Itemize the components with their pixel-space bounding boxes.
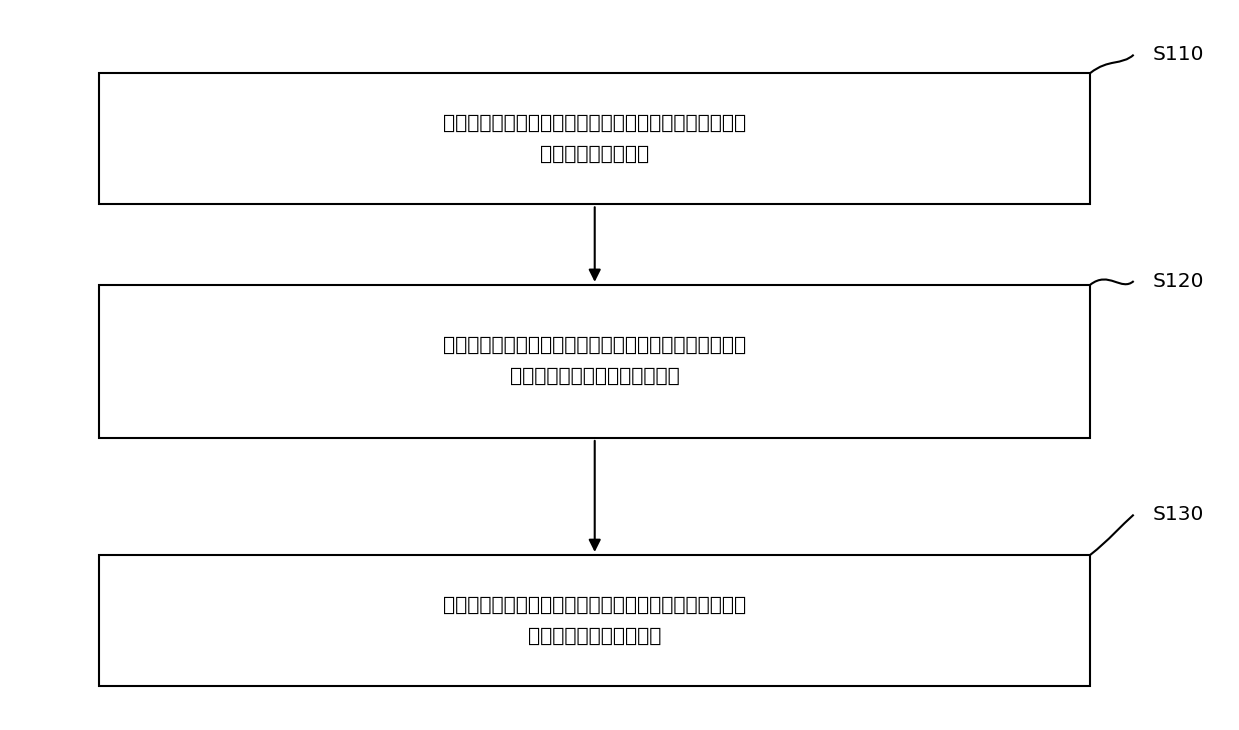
- Text: 根据所述判断结果调度所述目标线程，以使所述目标线程
在第二处理器内核中运行: 根据所述判断结果调度所述目标线程，以使所述目标线程 在第二处理器内核中运行: [444, 596, 746, 645]
- Text: 判断第一处理器内核的内核标识和第二处理器内核的内核
标识是否相同，并得到判断结果: 判断第一处理器内核的内核标识和第二处理器内核的内核 标识是否相同，并得到判断结果: [444, 337, 746, 386]
- FancyBboxPatch shape: [99, 73, 1090, 204]
- FancyBboxPatch shape: [99, 285, 1090, 438]
- Text: S130: S130: [1152, 505, 1203, 524]
- Text: S120: S120: [1152, 272, 1204, 291]
- Text: 响应于目标线程调度指令，获取当前线程所占用的第一处
理器内核的内核标识: 响应于目标线程调度指令，获取当前线程所占用的第一处 理器内核的内核标识: [444, 114, 746, 164]
- FancyBboxPatch shape: [99, 555, 1090, 686]
- Text: S110: S110: [1152, 45, 1204, 64]
